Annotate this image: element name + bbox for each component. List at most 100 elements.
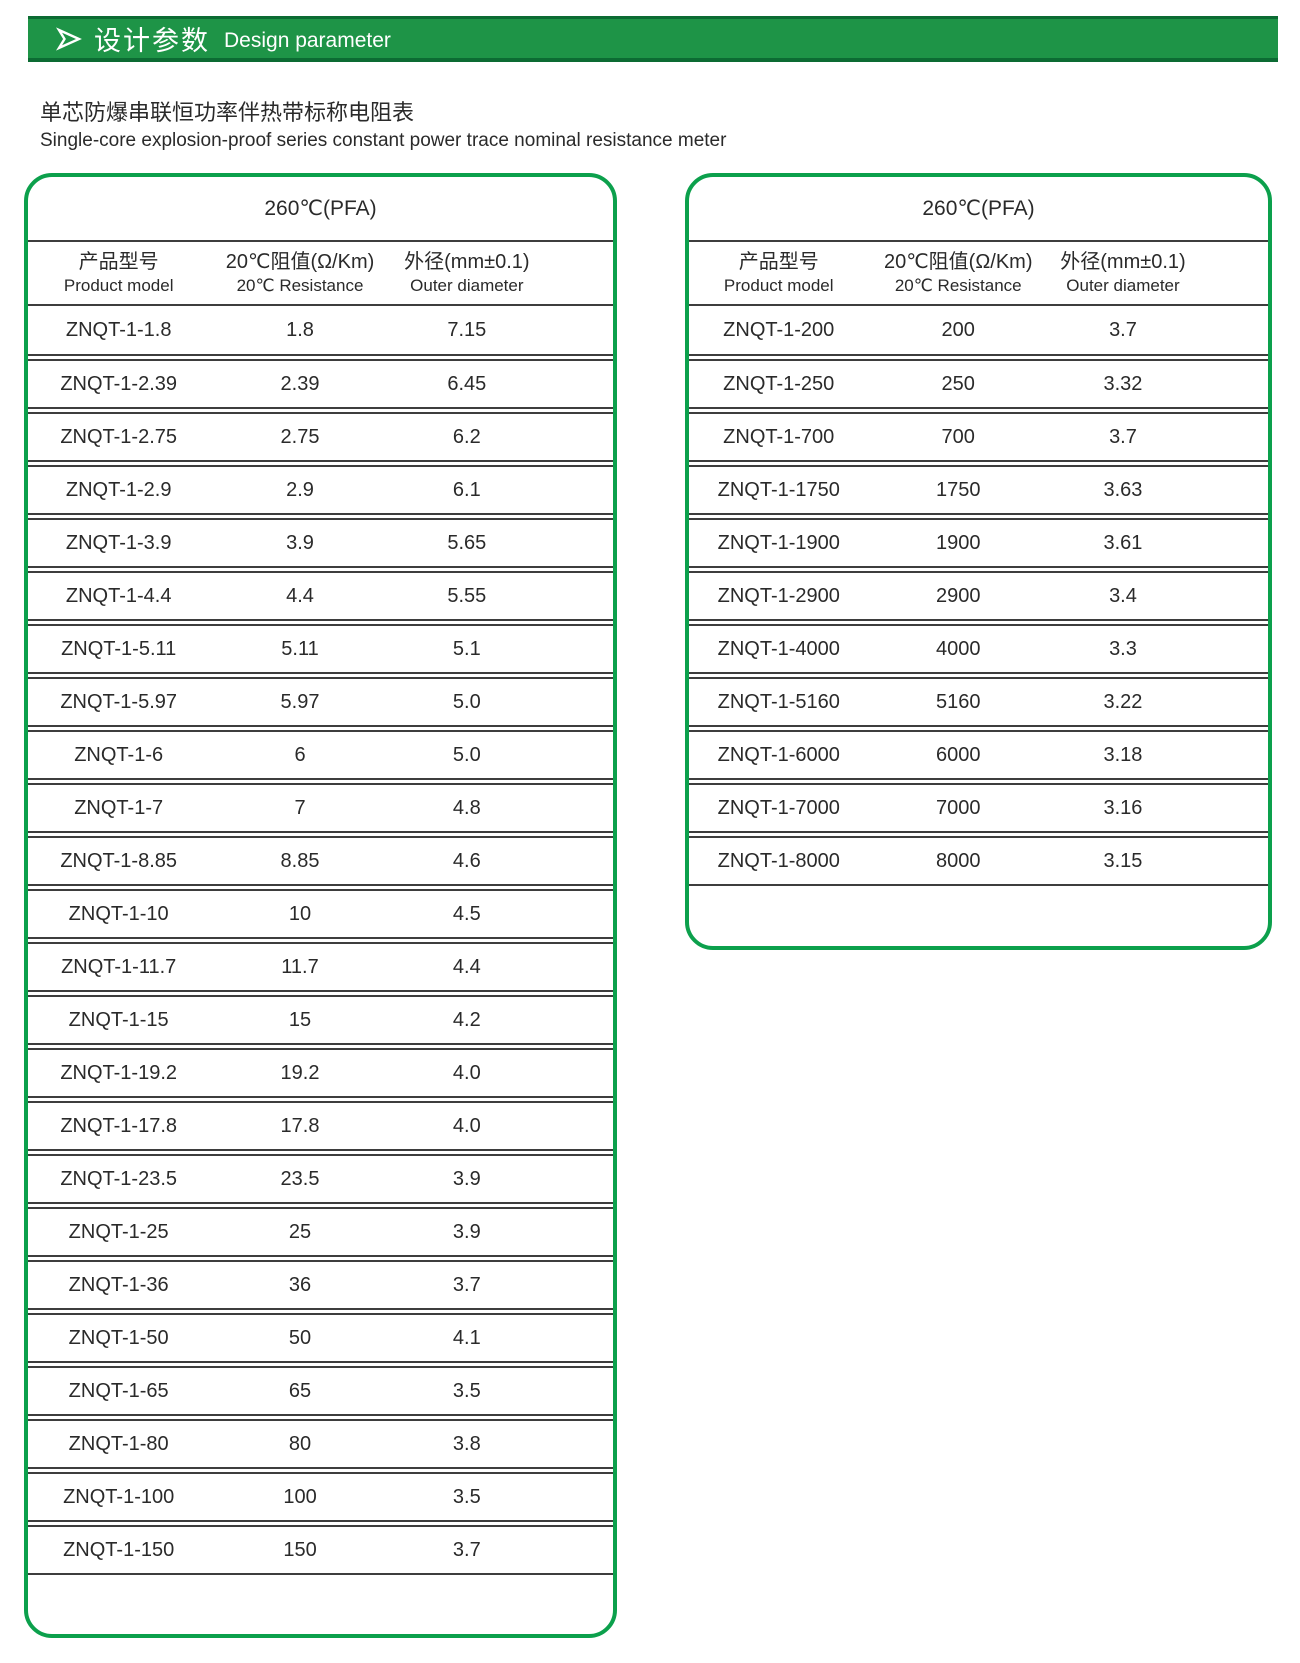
table-row: ZNQT-1-2.39 2.39 6.45 — [28, 359, 613, 409]
table-body: ZNQT-1-1.8 1.8 7.15 ZNQT-1-2.39 2.39 6.45 ZNQT… — [28, 306, 613, 1575]
resistance-cell: 200 — [941, 318, 975, 341]
table-row: ZNQT-1-15 15 4.2 — [28, 995, 613, 1045]
outer-diameter-cell: 3.7 — [1109, 425, 1137, 448]
resistance-cell: 6000 — [935, 743, 981, 766]
outer-diameter-cell: 3.7 — [452, 1273, 481, 1296]
outer-diameter-cell: 7.15 — [447, 318, 487, 341]
outer-diameter-cell: 3.9 — [452, 1220, 481, 1243]
column-header-outer-diameter: 外径(mm±0.1) Outer diameter — [391, 250, 613, 296]
resistance-cell: 5.11 — [281, 637, 319, 660]
outer-diameter-cell: 3.18 — [1103, 743, 1143, 766]
product-model-cell: ZNQT-1-17.8 — [60, 1114, 178, 1137]
table-caption-en: Single-core explosion-proof series const… — [40, 129, 727, 151]
product-model-cell: ZNQT-1-5.11 — [61, 637, 177, 660]
section-banner: 设计参数 Design parameter — [28, 16, 1278, 62]
arrowhead-icon — [56, 26, 82, 51]
table-row: ZNQT-1-7 7 4.8 — [28, 783, 613, 833]
table-row: ZNQT-1-5.11 5.11 5.1 — [28, 624, 613, 674]
outer-diameter-cell: 4.0 — [452, 1114, 481, 1137]
table-row: ZNQT-1-17.8 17.8 4.0 — [28, 1101, 613, 1151]
product-model-cell: ZNQT-1-50 — [68, 1326, 169, 1349]
column-header-product-model: 产品型号 Product model — [689, 250, 868, 296]
resistance-cell: 25 — [288, 1220, 312, 1243]
outer-diameter-cell: 3.7 — [452, 1538, 481, 1561]
resistance-cell: 700 — [941, 425, 975, 448]
resistance-cell: 65 — [288, 1379, 312, 1402]
table-caption-zh: 单芯防爆串联恒功率伴热带标称电阻表 — [40, 100, 415, 125]
resistance-cell: 8.85 — [280, 849, 320, 872]
resistance-cell: 10 — [288, 902, 312, 925]
outer-diameter-cell: 3.61 — [1103, 531, 1143, 554]
outer-diameter-cell: 6.1 — [452, 478, 481, 501]
resistance-cell: 4000 — [935, 637, 981, 660]
resistance-cell: 5160 — [935, 690, 981, 713]
product-model-cell: ZNQT-1-4000 — [717, 637, 840, 660]
outer-diameter-cell: 3.5 — [452, 1379, 481, 1402]
resistance-cell: 36 — [288, 1273, 312, 1296]
resistance-cell: 100 — [283, 1485, 317, 1508]
product-model-cell: ZNQT-1-3.9 — [65, 531, 172, 554]
table-row: ZNQT-1-10 10 4.5 — [28, 889, 613, 939]
outer-diameter-cell: 4.8 — [452, 796, 481, 819]
table-row: ZNQT-1-2.75 2.75 6.2 — [28, 412, 613, 462]
resistance-cell: 8000 — [935, 849, 981, 872]
outer-diameter-cell: 4.2 — [452, 1008, 481, 1031]
product-model-cell: ZNQT-1-100 — [63, 1485, 175, 1508]
table-row: ZNQT-1-100 100 3.5 — [28, 1472, 613, 1522]
product-model-cell: ZNQT-1-1750 — [717, 478, 840, 501]
temperature-header: 260℃(PFA) — [28, 177, 613, 242]
table-row: ZNQT-1-65 65 3.5 — [28, 1366, 613, 1416]
column-header-en: 20℃ Resistance — [894, 275, 1022, 295]
outer-diameter-cell: 3.16 — [1103, 796, 1143, 819]
resistance-cell: 1900 — [935, 531, 981, 554]
table-row: ZNQT-1-8.85 8.85 4.6 — [28, 836, 613, 886]
resistance-cell: 1.8 — [286, 318, 314, 341]
product-model-cell: ZNQT-1-80 — [68, 1432, 169, 1455]
table-row: ZNQT-1-700 700 3.7 — [689, 412, 1268, 462]
temperature-header: 260℃(PFA) — [689, 177, 1268, 242]
table-row: ZNQT-1-4000 4000 3.3 — [689, 624, 1268, 674]
outer-diameter-cell: 5.0 — [452, 690, 481, 713]
table-body: ZNQT-1-200 200 3.7 ZNQT-1-250 250 3.32 ZNQT-1-… — [689, 306, 1268, 886]
table-row: ZNQT-1-25 25 3.9 — [28, 1207, 613, 1257]
product-model-cell: ZNQT-1-15 — [68, 1008, 169, 1031]
resistance-cell: 15 — [288, 1008, 312, 1031]
table-row: ZNQT-1-36 36 3.7 — [28, 1260, 613, 1310]
column-header-en: Product model — [723, 275, 834, 295]
resistance-cell: 2.75 — [280, 425, 320, 448]
product-model-cell: ZNQT-1-250 — [723, 372, 835, 395]
table-row: ZNQT-1-4.4 4.4 5.55 — [28, 571, 613, 621]
resistance-cell: 7 — [294, 796, 306, 819]
resistance-cell: 7000 — [935, 796, 981, 819]
outer-diameter-cell: 4.1 — [452, 1326, 481, 1349]
product-model-cell: ZNQT-1-7 — [74, 796, 164, 819]
product-model-cell: ZNQT-1-10 — [68, 902, 169, 925]
product-model-cell: ZNQT-1-2900 — [717, 584, 840, 607]
product-model-cell: ZNQT-1-5.97 — [60, 690, 178, 713]
product-model-cell: ZNQT-1-2.75 — [60, 425, 178, 448]
outer-diameter-cell: 3.22 — [1103, 690, 1143, 713]
table-row: ZNQT-1-50 50 4.1 — [28, 1313, 613, 1363]
product-model-cell: ZNQT-1-2.39 — [60, 372, 178, 395]
column-header-zh: 外径(mm±0.1) — [1060, 250, 1186, 273]
table-row: ZNQT-1-3.9 3.9 5.65 — [28, 518, 613, 568]
banner-title-en: Design parameter — [224, 28, 391, 52]
resistance-table-right: 260℃(PFA) 产品型号 Product model 20℃阻值(Ω/Km)… — [685, 173, 1272, 950]
outer-diameter-cell: 3.15 — [1103, 849, 1143, 872]
outer-diameter-cell: 5.65 — [447, 531, 487, 554]
outer-diameter-cell: 4.5 — [452, 902, 481, 925]
outer-diameter-cell: 3.5 — [452, 1485, 481, 1508]
resistance-cell: 11.7 — [281, 955, 319, 978]
table-row: ZNQT-1-5160 5160 3.22 — [689, 677, 1268, 727]
product-model-cell: ZNQT-1-8.85 — [60, 849, 178, 872]
product-model-cell: ZNQT-1-6 — [74, 743, 164, 766]
product-model-cell: ZNQT-1-1.8 — [65, 318, 172, 341]
resistance-cell: 23.5 — [280, 1167, 320, 1190]
product-model-cell: ZNQT-1-700 — [723, 425, 835, 448]
resistance-cell: 5.97 — [280, 690, 320, 713]
column-header-row: 产品型号 Product model 20℃阻值(Ω/Km) 20℃ Resis… — [28, 242, 613, 306]
column-header-zh: 20℃阻值(Ω/Km) — [225, 250, 375, 273]
resistance-cell: 3.9 — [286, 531, 314, 554]
outer-diameter-cell: 4.6 — [452, 849, 481, 872]
table-row: ZNQT-1-80 80 3.8 — [28, 1419, 613, 1469]
